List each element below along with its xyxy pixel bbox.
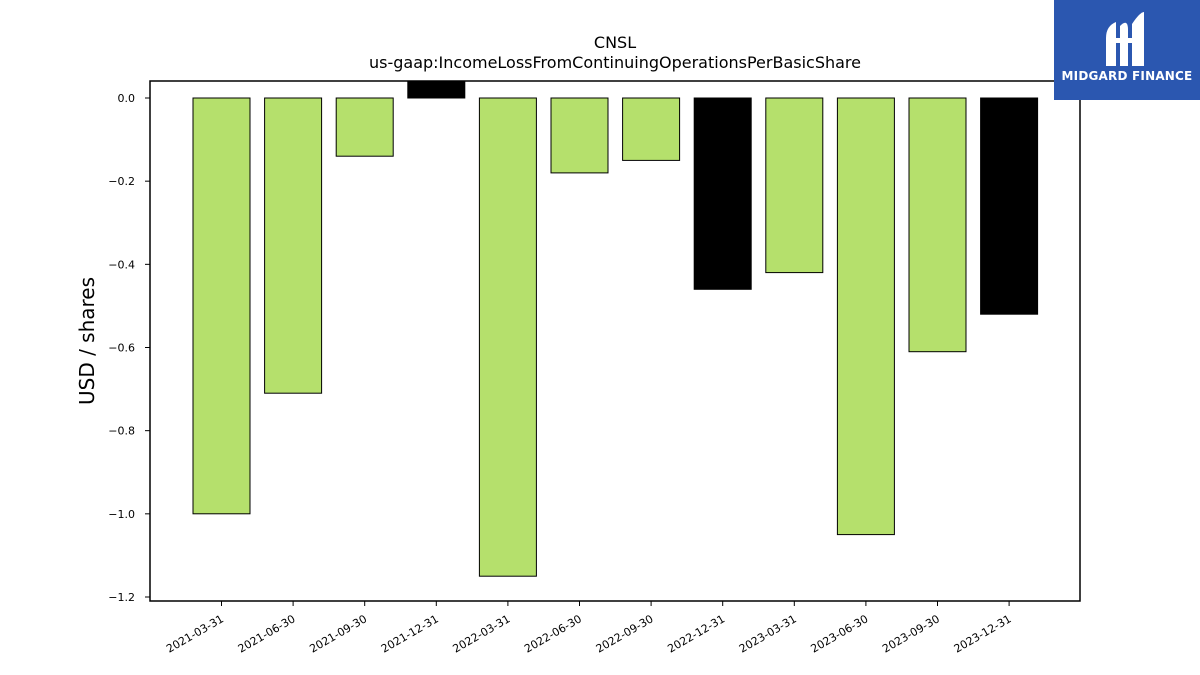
chart-subtitle: us-gaap:IncomeLossFromContinuingOperatio…	[369, 53, 861, 72]
x-tick-label: 2021-06-30	[236, 612, 298, 655]
x-tick-label: 2021-12-31	[379, 612, 441, 655]
x-tick-label: 2021-03-31	[164, 612, 226, 655]
brand-logo: MIDGARD FINANCE	[1054, 0, 1200, 100]
bar-2022-09-30	[622, 97, 681, 161]
y-tick-label: −0.8	[108, 425, 135, 438]
x-tick-label: 2023-09-30	[880, 612, 942, 655]
bar-2022-12-31	[693, 97, 752, 290]
y-tick-label: −1.2	[108, 591, 135, 604]
chart-title: CNSL	[594, 33, 636, 52]
x-tick-label: 2021-09-30	[307, 612, 369, 655]
y-tick-label: −1.0	[108, 508, 135, 521]
bar-2022-06-30	[550, 97, 609, 174]
y-axis: 0.0 −0.2 −0.4 −0.6 −0.8 −1.0 −1.2	[108, 92, 150, 604]
x-tick-label: 2023-12-31	[952, 612, 1014, 655]
bars-group	[192, 80, 1039, 577]
y-tick-label: −0.4	[108, 258, 135, 271]
x-tick-label: 2023-06-30	[809, 612, 871, 655]
plot-frame	[149, 80, 1081, 602]
x-tick-label: 2022-06-30	[522, 612, 584, 655]
x-tick-label: 2022-03-31	[451, 612, 513, 655]
x-axis: 2021-03-31 2021-06-30 2021-09-30 2021-12-31…	[164, 601, 1014, 656]
bar-2021-12-31	[407, 80, 466, 99]
bar-2021-03-31	[192, 97, 251, 515]
bar-2023-09-30	[908, 97, 967, 353]
x-tick-label: 2022-09-30	[594, 612, 656, 655]
logo-text: MIDGARD FINANCE	[1061, 69, 1193, 83]
y-tick-label: −0.2	[108, 175, 135, 188]
y-axis-label: USD / shares	[75, 277, 99, 405]
y-tick-label: −0.6	[108, 342, 135, 355]
x-tick-label: 2022-12-31	[665, 612, 727, 655]
midgard-logo-icon	[1106, 12, 1144, 66]
bar-2023-12-31	[980, 97, 1039, 315]
bar-2021-09-30	[335, 97, 394, 157]
bar-2021-06-30	[264, 97, 323, 394]
y-tick-label: 0.0	[118, 92, 136, 105]
x-tick-label: 2023-03-31	[737, 612, 799, 655]
bar-2023-06-30	[836, 97, 895, 536]
bar-2023-03-31	[765, 97, 824, 274]
bar-2022-03-31	[478, 97, 537, 577]
